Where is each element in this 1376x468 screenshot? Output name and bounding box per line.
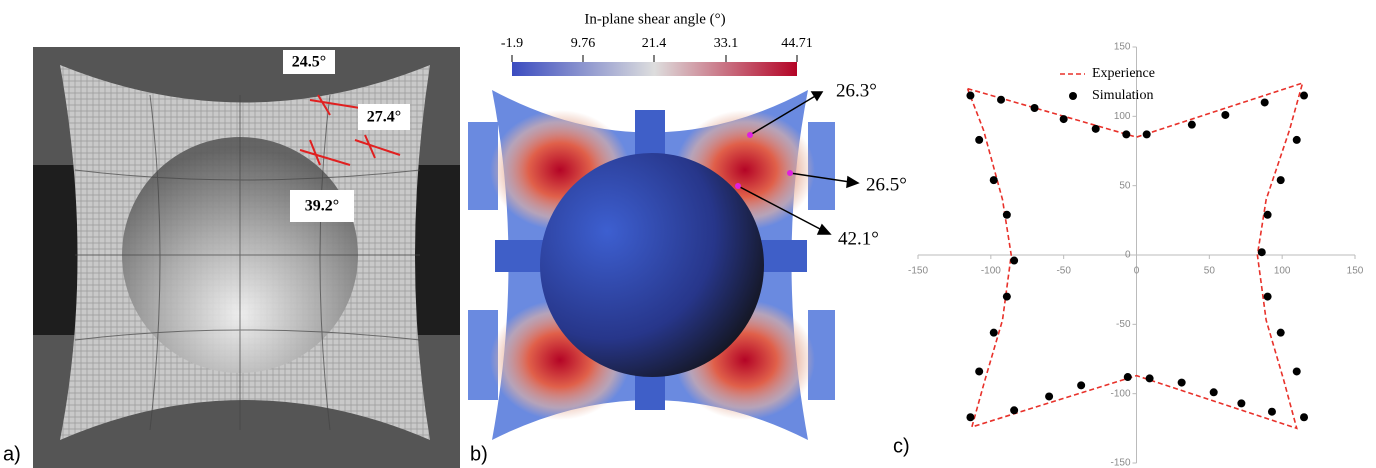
legend-label: Simulation bbox=[1092, 88, 1153, 103]
colorbar-ticks bbox=[511, 55, 798, 62]
simulation-point bbox=[1177, 378, 1186, 387]
panel-c: c) -150 -100 -50 0 50 100 150 -150 -100 -50 0 50 100… bbox=[893, 42, 1364, 468]
legend-swatch bbox=[1069, 92, 1077, 100]
y-tick-label: -100 bbox=[1110, 388, 1130, 399]
panel-label: a) bbox=[3, 443, 21, 465]
label-box bbox=[283, 50, 335, 74]
simulation-point bbox=[1123, 373, 1132, 382]
colorbar-title: In-plane shear angle (°) bbox=[584, 11, 725, 27]
y-tick-label: 50 bbox=[1119, 180, 1131, 191]
panel-label: c) bbox=[893, 435, 910, 457]
simulation-point bbox=[1077, 381, 1086, 390]
shear-annotation: 27.4° bbox=[367, 109, 401, 126]
simulation-point bbox=[1263, 292, 1272, 301]
colorbar-tick: 44.71 bbox=[781, 36, 813, 51]
simulation-point bbox=[1292, 135, 1301, 144]
simulation-point bbox=[1030, 104, 1039, 113]
x-tick-label: 50 bbox=[1204, 266, 1216, 277]
probe-point bbox=[735, 183, 741, 189]
simulation-point bbox=[1091, 124, 1100, 133]
simulation-point bbox=[966, 91, 975, 100]
x-tick-label: 100 bbox=[1274, 266, 1291, 277]
angle-markers bbox=[299, 94, 401, 166]
simulation-point bbox=[1045, 392, 1054, 401]
x-tick-label: -150 bbox=[908, 266, 928, 277]
simulation-point bbox=[1257, 248, 1266, 257]
simulation-point bbox=[1260, 98, 1269, 107]
probe-point bbox=[747, 132, 753, 138]
experience-line bbox=[966, 81, 1304, 430]
shear-annotation: 39.2° bbox=[305, 198, 339, 215]
simulation-point bbox=[1300, 413, 1309, 422]
colorbar-tick: 9.76 bbox=[571, 36, 596, 51]
arrows bbox=[737, 91, 860, 235]
simulation-point bbox=[1263, 210, 1272, 219]
simulation-point bbox=[975, 135, 984, 144]
panel-b: In-plane shear angle (°) -1.9 9.76 21.4 … bbox=[468, 11, 907, 465]
shear-annotation: 24.5° bbox=[292, 54, 326, 71]
shear-annotation: 42.1° bbox=[838, 228, 879, 249]
simulation-point bbox=[989, 176, 998, 185]
y-tick-label: -50 bbox=[1116, 319, 1131, 330]
simulation-point bbox=[1300, 91, 1309, 100]
y-tick-label: -150 bbox=[1110, 458, 1130, 468]
x-tick-label: -100 bbox=[981, 266, 1001, 277]
label-box bbox=[358, 104, 410, 130]
shear-annotation: 26.3° bbox=[836, 80, 877, 101]
simulation-point bbox=[997, 95, 1006, 104]
simulation-point bbox=[1276, 328, 1285, 337]
colorbar-tick: -1.9 bbox=[501, 36, 523, 51]
simulation-point bbox=[1122, 130, 1131, 139]
simulation-point bbox=[1221, 110, 1230, 119]
simulation-point bbox=[1010, 256, 1019, 265]
simulation-point bbox=[1002, 292, 1011, 301]
y-tick-label: 150 bbox=[1114, 42, 1131, 53]
simulation-point bbox=[1145, 374, 1154, 383]
y-tick-label: 100 bbox=[1114, 111, 1131, 122]
x-tick-label: 0 bbox=[1134, 266, 1140, 277]
simulation-point bbox=[1209, 388, 1218, 397]
simulation-point bbox=[1010, 406, 1019, 415]
legend-label: Experience bbox=[1092, 66, 1155, 81]
simulation-point bbox=[1002, 210, 1011, 219]
simulation-point bbox=[989, 328, 998, 337]
y-tick-label: 0 bbox=[1125, 250, 1131, 261]
panel-label: b) bbox=[470, 443, 488, 465]
hemisphere bbox=[540, 153, 764, 377]
simulation-point bbox=[1187, 120, 1196, 129]
label-box bbox=[290, 190, 354, 222]
simulation-point bbox=[975, 367, 984, 376]
simulation-point bbox=[1237, 399, 1246, 408]
simulation-point bbox=[966, 413, 975, 422]
simulation-point bbox=[1059, 115, 1068, 124]
panel-a: 24.5° 27.4° 39.2° a) bbox=[3, 47, 460, 468]
probe-point bbox=[787, 170, 793, 176]
simulation-point bbox=[1142, 130, 1151, 139]
simulation-point bbox=[1267, 407, 1276, 416]
colorbar-tick: 33.1 bbox=[714, 36, 739, 51]
x-tick-label: -50 bbox=[1056, 266, 1071, 277]
simulation-point bbox=[1292, 367, 1301, 376]
shear-annotation: 26.5° bbox=[866, 174, 907, 195]
colorbar-tick: 21.4 bbox=[642, 36, 667, 51]
colorbar bbox=[512, 62, 797, 76]
simulation-point bbox=[1276, 176, 1285, 185]
x-tick-label: 150 bbox=[1347, 266, 1364, 277]
grid-marks bbox=[74, 94, 421, 431]
